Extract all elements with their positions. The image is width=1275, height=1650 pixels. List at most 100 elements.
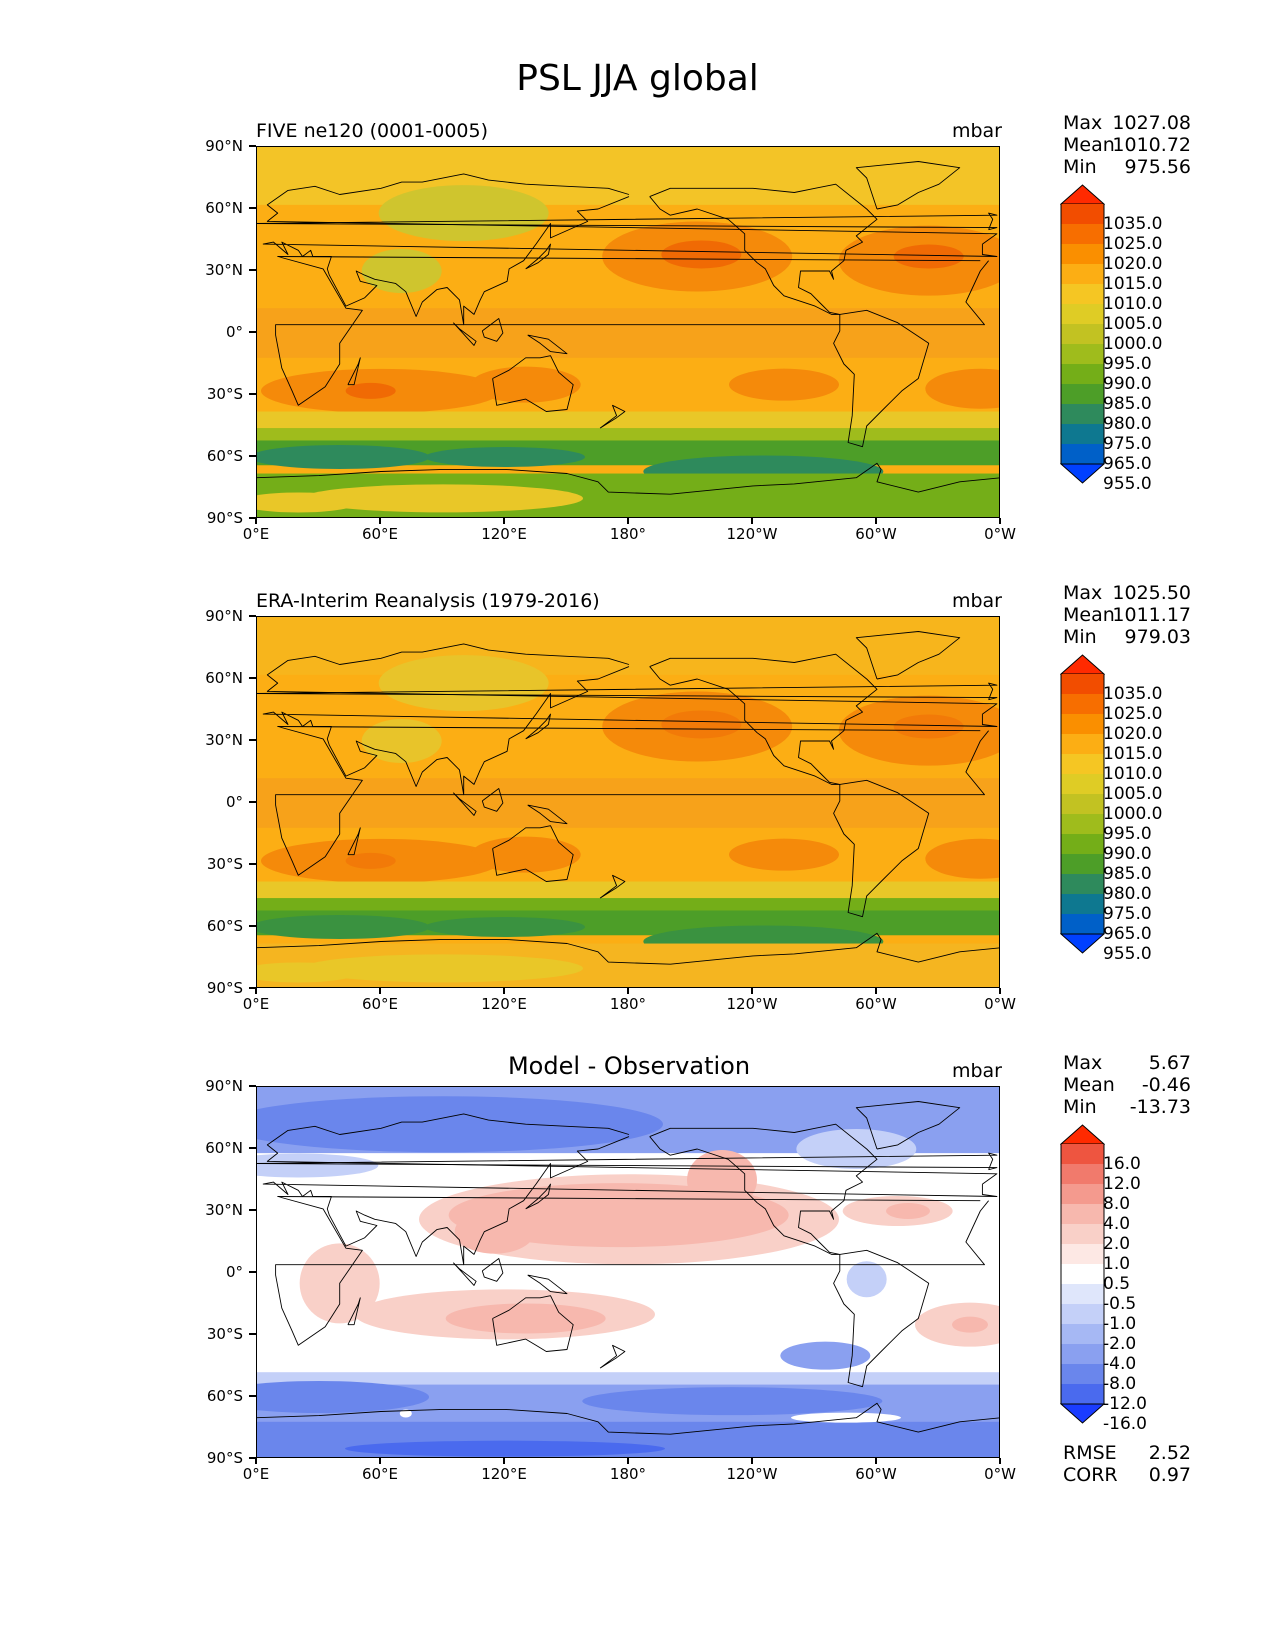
lon-label: 120°E [481, 525, 527, 543]
lon-label: 60°W [855, 995, 897, 1013]
coastline [833, 309, 930, 448]
metric-rmse-value: 2.52 [1148, 1442, 1191, 1464]
lon-tick [503, 518, 505, 524]
lat-tick [249, 517, 256, 519]
field-azores-high-core [893, 244, 964, 269]
lat-tick [249, 1085, 256, 1087]
field-arctic [257, 617, 999, 675]
colorbar-label: 955.0 [1103, 944, 1152, 964]
lon-label: 120°W [726, 1465, 778, 1483]
colorbar-label: -2.0 [1103, 1334, 1137, 1354]
coastline [347, 357, 361, 386]
coastline [527, 1274, 568, 1295]
colorbar-label: 16.0 [1103, 1154, 1141, 1174]
stat-max-key: Max [1063, 1052, 1103, 1074]
lat-tick [249, 739, 256, 741]
lon-tick [627, 518, 629, 524]
panel-units: mbar [951, 590, 1002, 612]
coastline [649, 1123, 878, 1255]
colorbar-segment [1061, 834, 1104, 855]
colorbar-segment [1061, 854, 1104, 875]
colorbar-extend-min [1060, 933, 1105, 954]
colorbar-label: -12.0 [1103, 1394, 1147, 1414]
field-australia-positive [445, 1303, 606, 1334]
coastline [452, 322, 477, 346]
lon-tick [627, 988, 629, 994]
coastline [855, 631, 961, 680]
stat-min-key: Min [1063, 626, 1097, 648]
coastline [833, 1249, 930, 1388]
colorbar-extend-min [1060, 463, 1105, 484]
coastline [481, 788, 504, 812]
colorbar-segment [1061, 674, 1104, 695]
stats-observation: Max 1025.50 Mean 1011.17 Min 979.03 [1063, 582, 1191, 648]
field-asia-low [361, 249, 442, 293]
field-azores-high-core [893, 714, 964, 739]
colorbar-label: -16.0 [1103, 1414, 1147, 1434]
lon-label: 60°W [855, 525, 897, 543]
colorbar-segment [1061, 1144, 1104, 1165]
field-indian-high-core [345, 852, 396, 869]
coastline [599, 404, 626, 429]
colorbar-segment [1061, 424, 1104, 445]
colorbar-segment [1061, 694, 1104, 715]
colorbar-segment [1061, 1344, 1104, 1365]
lat-tick [249, 863, 256, 865]
lat-tick [249, 925, 256, 927]
colorbar-label: 1015.0 [1103, 274, 1163, 294]
panel-title: ERA-Interim Reanalysis (1979-2016) [256, 590, 600, 612]
coastline [525, 713, 551, 740]
lon-label: 0°E [242, 525, 270, 543]
colorbar-label: 1010.0 [1103, 294, 1163, 314]
coastline [257, 1152, 998, 1171]
colorbar-segment [1061, 204, 1104, 225]
colorbar-label: 1005.0 [1103, 784, 1163, 804]
coastline [481, 318, 504, 342]
field-arctic [257, 147, 999, 205]
colorbar-label: 955.0 [1103, 474, 1152, 494]
lon-label: 120°E [481, 995, 527, 1013]
lon-tick [503, 988, 505, 994]
coastline [452, 792, 477, 816]
coastline [525, 243, 551, 270]
colorbar-segment [1061, 244, 1104, 265]
colorbar-segment [1061, 1384, 1104, 1405]
lon-label: 60°E [361, 995, 399, 1013]
colorbar-segment [1061, 264, 1104, 285]
colorbar-label: 965.0 [1103, 924, 1152, 944]
coastline [481, 1258, 504, 1282]
lon-tick [875, 1458, 877, 1464]
stat-mean-value: 1011.17 [1112, 604, 1191, 626]
field-canada-negative [796, 1129, 917, 1169]
coastline [599, 874, 626, 899]
colorbar-segment [1061, 1364, 1104, 1385]
lon-tick [255, 988, 257, 994]
field-so-low [425, 917, 585, 937]
lat-tick [249, 145, 256, 147]
coastlines [257, 161, 999, 495]
coastline [262, 666, 998, 796]
field-europe-negative [257, 1153, 379, 1178]
coastline [492, 1295, 574, 1352]
lat-label: 90°S [206, 1449, 243, 1467]
colorbar-label: 990.0 [1103, 844, 1152, 864]
lon-tick [999, 1458, 1001, 1464]
colorbar-label: 1000.0 [1103, 804, 1163, 824]
colorbar-segment [1061, 914, 1104, 935]
colorbar-label: 1015.0 [1103, 744, 1163, 764]
field-amazon-negative [846, 1261, 887, 1298]
lon-label: 120°W [726, 995, 778, 1013]
panel-units: mbar [951, 120, 1002, 142]
map-model [256, 146, 1000, 518]
colorbar-segment [1061, 874, 1104, 895]
colorbar-segment [1061, 1224, 1104, 1245]
field-so-band [257, 411, 999, 433]
stat-max-key: Max [1063, 112, 1103, 134]
lat-label: 90°S [206, 509, 243, 527]
coastline [257, 932, 999, 965]
coastline [833, 779, 930, 918]
lon-label: 60°E [361, 525, 399, 543]
colorbar-label: 985.0 [1103, 864, 1152, 884]
lat-label: 60°S [206, 447, 243, 465]
colorbar-extend-min [1060, 1403, 1105, 1424]
